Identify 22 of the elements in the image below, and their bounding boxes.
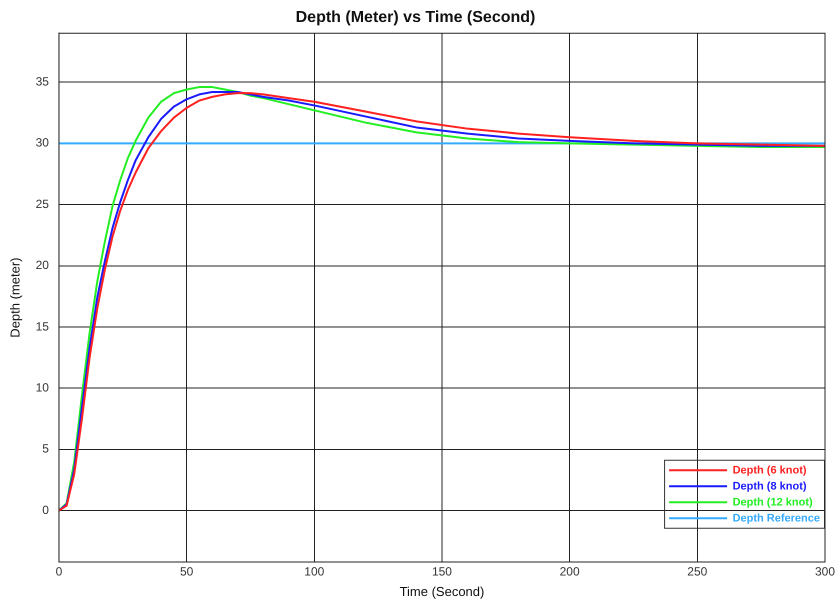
chart-title: Depth (Meter) vs Time (Second) xyxy=(296,9,536,26)
x-tick-label: 250 xyxy=(687,564,708,579)
text: Depth (8 knot) xyxy=(732,480,807,492)
x-tick-label: 0 xyxy=(56,564,63,579)
y-tick-label: 20 xyxy=(36,258,50,272)
x-tick-label: 200 xyxy=(560,564,580,579)
y-tick-label: 10 xyxy=(36,380,50,394)
y-tick-label: 25 xyxy=(36,196,50,211)
y-tick-label: 15 xyxy=(36,319,50,334)
x-tick-label: 150 xyxy=(432,564,452,579)
text: Depth (6 knot) xyxy=(732,464,807,476)
x-tick-label: 50 xyxy=(180,564,194,579)
y-tick-label: 30 xyxy=(36,136,50,150)
y-tick-label: 35 xyxy=(36,74,50,88)
y-tick-label: 5 xyxy=(42,442,50,456)
text: Depth (12 knot) xyxy=(732,496,813,508)
y-tick-label: 0 xyxy=(42,502,50,517)
x-tick-label: 300 xyxy=(814,564,836,579)
y-axis-title: Depth (meter) xyxy=(7,258,22,338)
x-axis-title: Time (Second) xyxy=(400,584,484,599)
x-tick-label: 100 xyxy=(304,564,325,579)
text: Depth Reference xyxy=(732,512,820,524)
